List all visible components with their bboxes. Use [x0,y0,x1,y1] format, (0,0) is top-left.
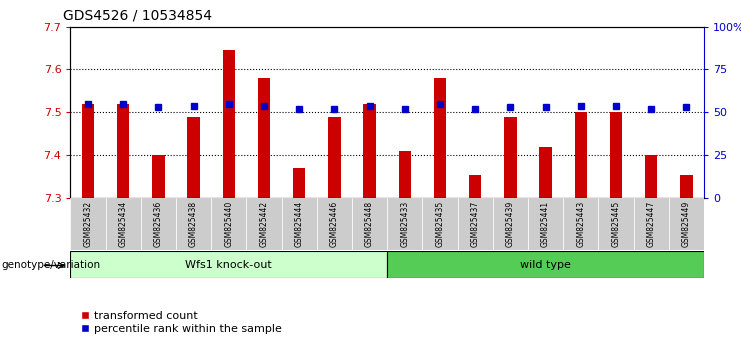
Bar [457,198,493,250]
Text: GSM825437: GSM825437 [471,201,479,247]
Bar [387,198,422,250]
Bar [399,151,411,198]
Text: GSM825436: GSM825436 [154,201,163,247]
Bar [469,175,482,198]
Text: Wfs1 knock-out: Wfs1 knock-out [185,259,272,270]
Legend: transformed count, percentile rank within the sample: transformed count, percentile rank withi… [76,307,286,339]
Bar [117,104,130,198]
Bar [610,112,622,198]
Text: GSM825432: GSM825432 [84,201,93,247]
Bar [363,104,376,198]
Text: wild type: wild type [520,259,571,270]
Text: GSM825435: GSM825435 [436,201,445,247]
Bar [328,117,341,198]
Text: GSM825447: GSM825447 [647,201,656,247]
Text: GSM825441: GSM825441 [541,201,550,247]
Bar [316,198,352,250]
Bar [187,117,200,198]
Bar [105,198,141,250]
Text: GSM825445: GSM825445 [611,201,620,247]
Bar [493,198,528,250]
Text: GSM825438: GSM825438 [189,201,198,247]
Bar [422,198,457,250]
Bar [293,168,305,198]
Bar [222,50,235,198]
Bar [433,78,446,198]
Text: GDS4526 / 10534854: GDS4526 / 10534854 [63,9,212,23]
Bar [246,198,282,250]
Bar [141,198,176,250]
Bar [528,198,563,250]
Text: GSM825440: GSM825440 [225,201,233,247]
Text: GSM825444: GSM825444 [295,201,304,247]
Text: GSM825442: GSM825442 [259,201,268,247]
Bar [680,175,693,198]
Bar [152,155,165,198]
Text: GSM825434: GSM825434 [119,201,127,247]
Bar [282,198,316,250]
Bar [176,198,211,250]
Bar [387,251,704,278]
Bar [504,117,516,198]
Bar [574,112,587,198]
Bar [598,198,634,250]
Bar [258,78,270,198]
Text: GSM825433: GSM825433 [400,201,409,247]
Bar [82,104,94,198]
Bar [645,155,657,198]
Text: genotype/variation: genotype/variation [1,260,101,270]
Bar [634,198,668,250]
Bar [70,198,105,250]
Text: GSM825446: GSM825446 [330,201,339,247]
Text: GSM825449: GSM825449 [682,201,691,247]
Text: GSM825439: GSM825439 [506,201,515,247]
Bar [539,147,552,198]
Text: GSM825448: GSM825448 [365,201,374,247]
Bar [70,251,387,278]
Bar [352,198,387,250]
Bar [211,198,246,250]
Bar [668,198,704,250]
Bar [563,198,598,250]
Text: GSM825443: GSM825443 [576,201,585,247]
